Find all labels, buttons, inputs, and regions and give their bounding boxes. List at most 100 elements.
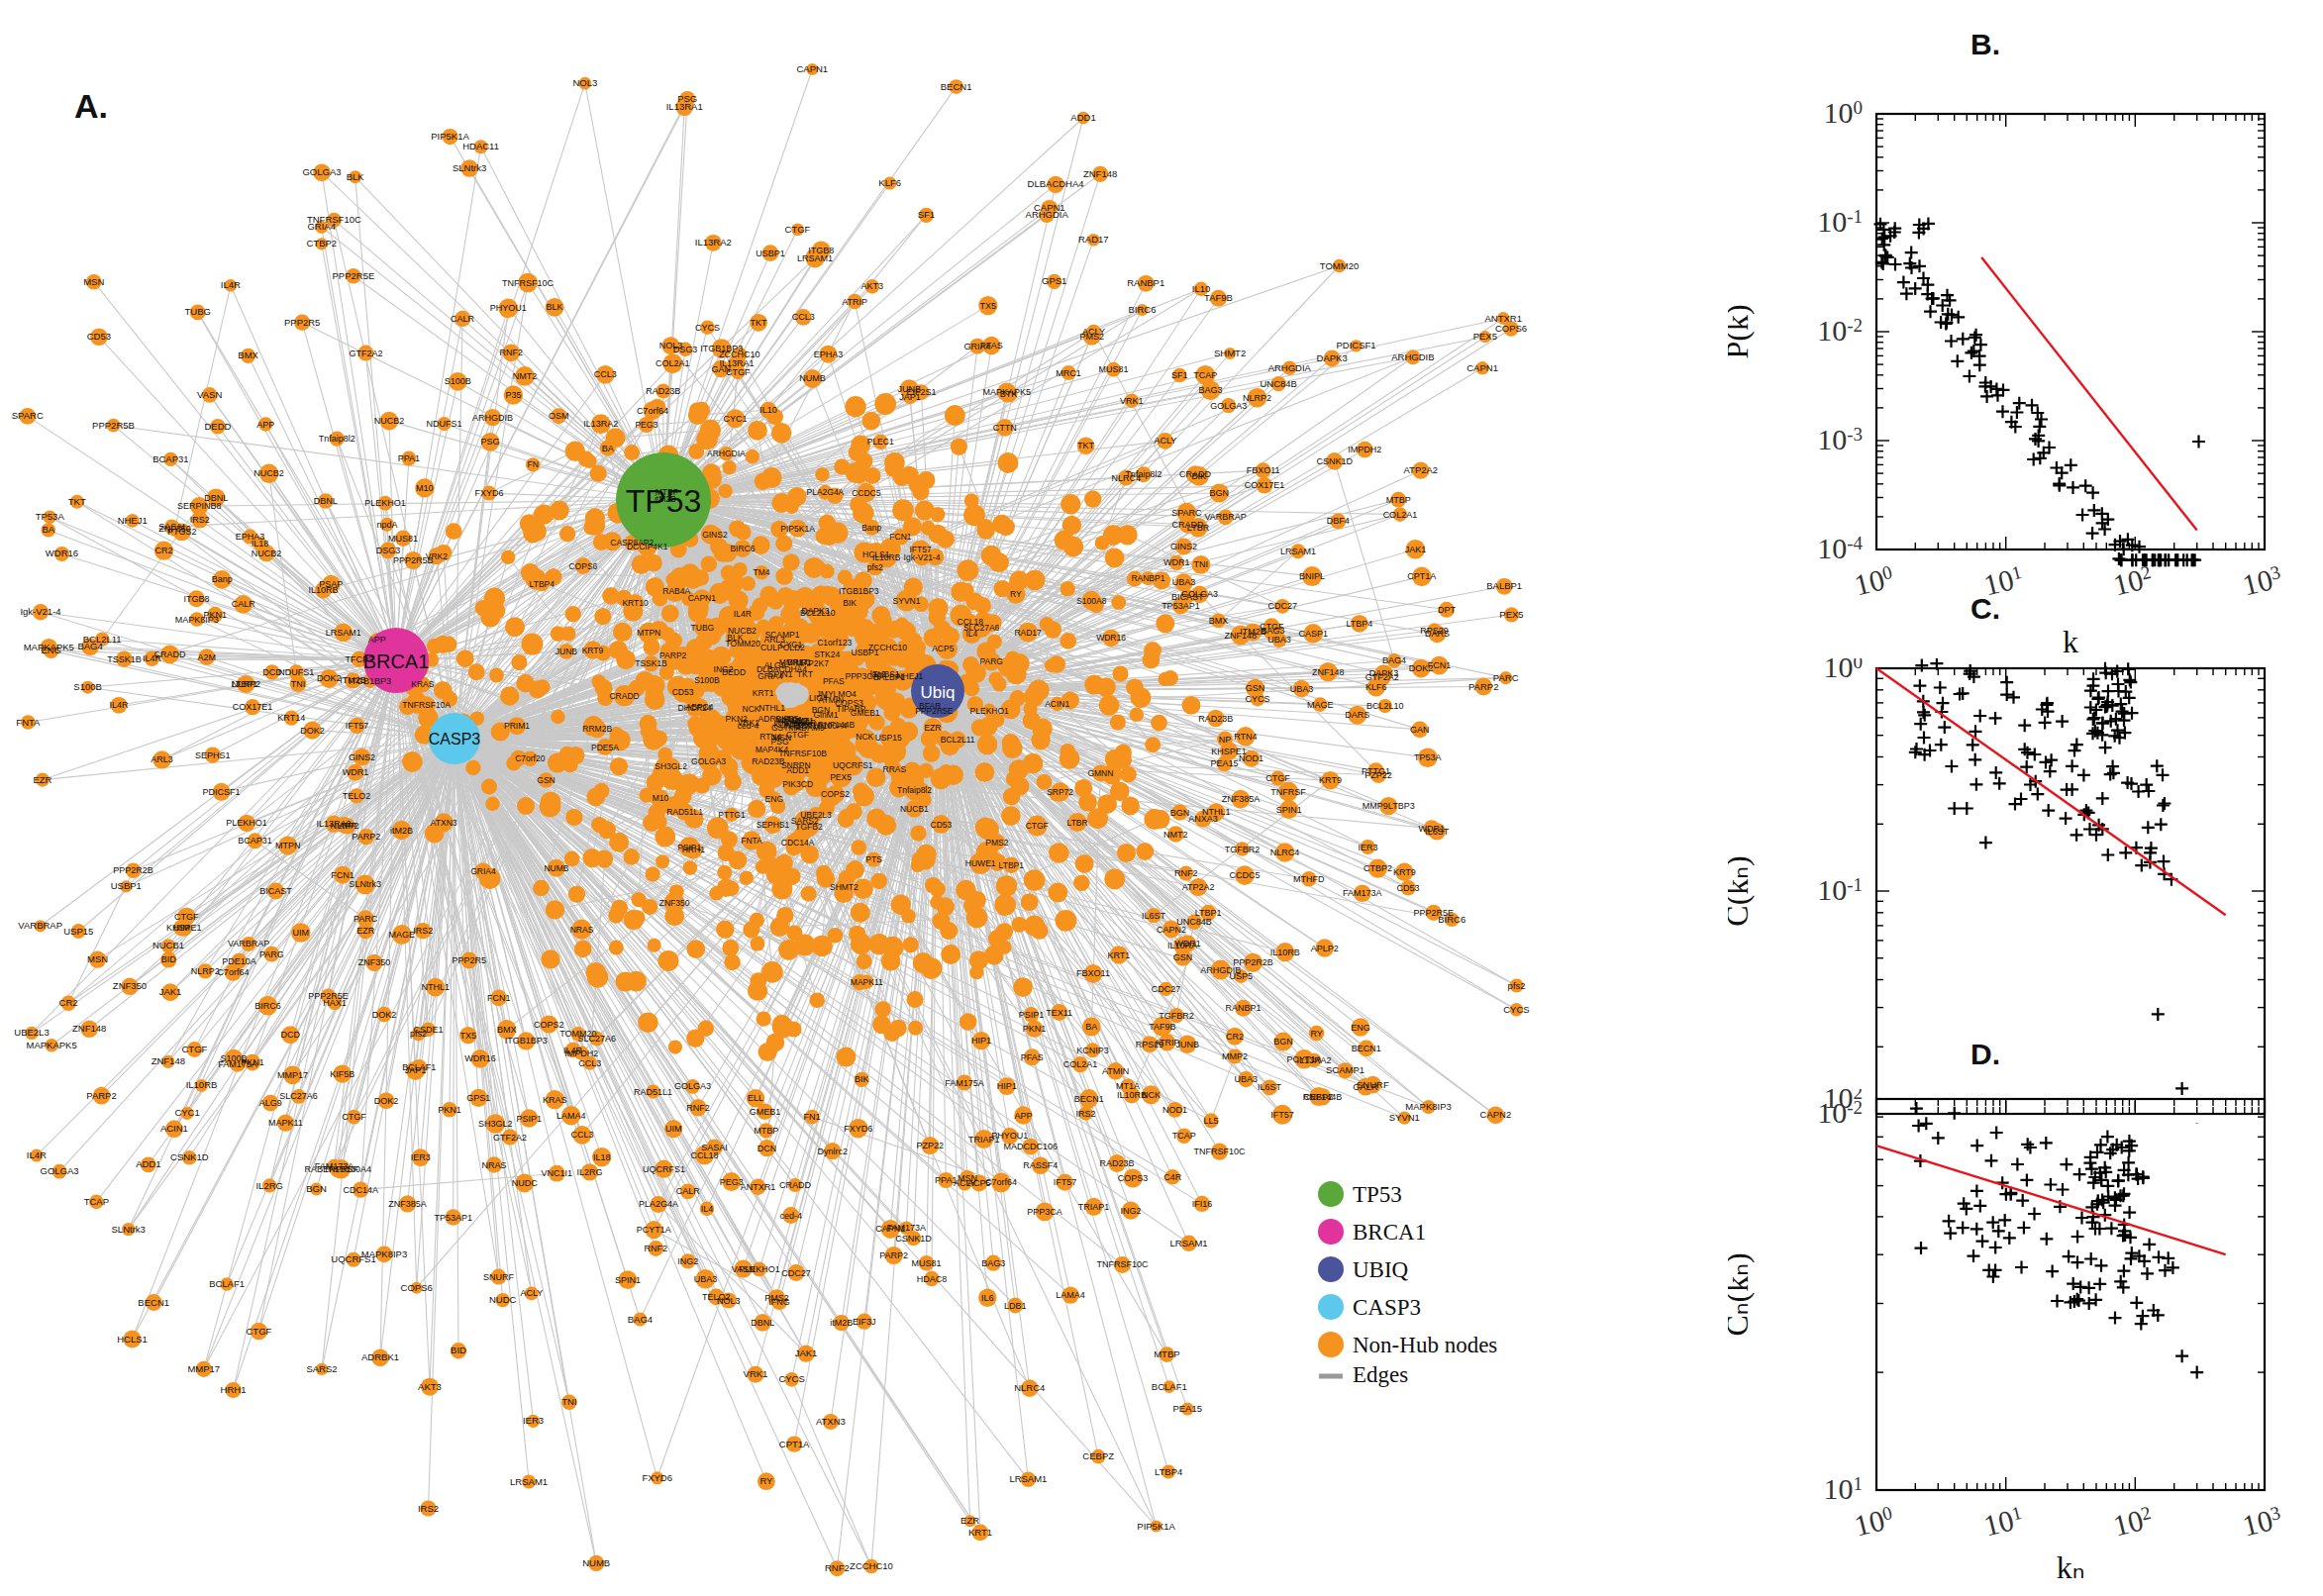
svg-text:BCL2L11: BCL2L11 — [941, 735, 975, 745]
svg-text:S100B: S100B — [73, 681, 102, 692]
svg-text:ZNF350: ZNF350 — [113, 980, 147, 991]
svg-text:LTBP4: LTBP4 — [530, 579, 556, 589]
svg-text:VASN: VASN — [197, 389, 222, 400]
svg-text:PDICSF1: PDICSF1 — [1336, 340, 1375, 350]
svg-text:FCN1: FCN1 — [487, 993, 511, 1003]
svg-text:BIK: BIK — [843, 598, 857, 608]
svg-text:BGN: BGN — [1170, 808, 1190, 818]
svg-text:SEPHS1: SEPHS1 — [757, 820, 790, 830]
svg-text:PLA2G4A: PLA2G4A — [806, 487, 844, 497]
svg-text:NLRC4: NLRC4 — [1014, 1382, 1045, 1393]
svg-text:BALBP1: BALBP1 — [1486, 580, 1522, 591]
svg-text:PPA1: PPA1 — [935, 1175, 957, 1185]
svg-text:SNURF: SNURF — [483, 1272, 515, 1282]
svg-text:RRAS: RRAS — [883, 764, 907, 774]
svg-text:PEA15: PEA15 — [1172, 1403, 1202, 1414]
svg-text:TELO2: TELO2 — [343, 791, 371, 801]
svg-text:BICAST: BICAST — [259, 886, 292, 896]
svg-text:PARC: PARC — [354, 914, 378, 924]
svg-text:TFCP2: TFCP2 — [346, 654, 374, 664]
svg-text:RPS29: RPS29 — [1136, 1040, 1164, 1049]
svg-text:EZR: EZR — [356, 926, 375, 936]
svg-text:IL2RG: IL2RG — [576, 1167, 602, 1177]
svg-text:BGN: BGN — [1210, 488, 1230, 498]
svg-text:CCDC5: CCDC5 — [852, 488, 881, 498]
svg-text:RY: RY — [1310, 1029, 1322, 1039]
svg-text:BECN1: BECN1 — [941, 81, 972, 92]
svg-text:ATP2A2: ATP2A2 — [1403, 464, 1438, 475]
svg-text:EZR: EZR — [924, 723, 941, 733]
svg-text:NMT2: NMT2 — [513, 371, 538, 381]
svg-text:ENG: ENG — [1351, 1023, 1370, 1033]
svg-text:DCD: DCD — [262, 667, 282, 677]
svg-text:TCAP: TCAP — [1193, 370, 1217, 380]
svg-text:UBA3: UBA3 — [1290, 684, 1314, 694]
svg-text:TCAP: TCAP — [84, 1196, 109, 1207]
svg-text:C7orf64: C7orf64 — [217, 967, 249, 977]
svg-text:CSNK1D: CSNK1D — [170, 1151, 209, 1162]
svg-text:TKT: TKT — [68, 496, 86, 507]
svg-text:S100B: S100B — [694, 675, 720, 685]
svg-text:CASP1: CASP1 — [1298, 629, 1328, 639]
svg-text:PFAS: PFAS — [980, 341, 1003, 350]
svg-text:NUMB: NUMB — [544, 863, 568, 873]
svg-text:LTBP1: LTBP1 — [1195, 908, 1222, 918]
svg-text:Ubiq: Ubiq — [921, 683, 956, 702]
svg-text:CYCS: CYCS — [695, 323, 720, 333]
svg-text:NUMB: NUMB — [799, 373, 826, 383]
svg-text:RAD23B: RAD23B — [1198, 714, 1233, 724]
svg-text:MAPK11: MAPK11 — [851, 977, 883, 987]
svg-text:102: 102 — [2110, 1501, 2156, 1543]
svg-text:GSN: GSN — [1246, 683, 1265, 693]
svg-text:Banp: Banp — [861, 523, 881, 533]
svg-text:HUWE1: HUWE1 — [965, 858, 996, 868]
svg-text:103: 103 — [2239, 1501, 2284, 1543]
svg-text:BGN: BGN — [812, 705, 830, 715]
svg-text:IL6ST: IL6ST — [1142, 911, 1166, 921]
svg-text:HCLS1: HCLS1 — [117, 1334, 148, 1345]
svg-text:BIRC6: BIRC6 — [730, 544, 755, 553]
svg-text:TKT: TKT — [797, 669, 813, 679]
svg-text:CALR: CALR — [1353, 1081, 1377, 1092]
svg-text:PARP2: PARP2 — [352, 832, 380, 842]
svg-text:ITGB8: ITGB8 — [808, 246, 834, 255]
svg-text:FAM173A: FAM173A — [887, 1223, 927, 1233]
svg-text:102: 102 — [2110, 560, 2156, 602]
svg-text:CSNK1D: CSNK1D — [1316, 456, 1353, 466]
svg-text:Edges: Edges — [1353, 1362, 1408, 1387]
svg-text:RANBP1: RANBP1 — [1127, 277, 1164, 288]
svg-text:CALR: CALR — [676, 1186, 701, 1196]
svg-text:BIRC6: BIRC6 — [1129, 304, 1157, 315]
svg-text:IFI16: IFI16 — [1192, 1199, 1213, 1209]
svg-text:NP: NP — [1219, 735, 1232, 745]
svg-text:IL10RB: IL10RB — [872, 552, 901, 562]
svg-text:KLF6: KLF6 — [878, 177, 901, 188]
svg-text:TGFBR2: TGFBR2 — [1225, 845, 1261, 854]
svg-text:SYVN1: SYVN1 — [1389, 1112, 1420, 1123]
svg-text:KRT14: KRT14 — [277, 713, 305, 723]
svg-text:CD53: CD53 — [1397, 883, 1420, 893]
svg-text:RABEP1S100A4: RABEP1S100A4 — [305, 1164, 372, 1174]
svg-text:IFT57: IFT57 — [1270, 1110, 1294, 1120]
svg-text:BMX: BMX — [238, 349, 258, 360]
svg-text:KRT10: KRT10 — [622, 598, 649, 608]
svg-text:CAPN1: CAPN1 — [1034, 202, 1065, 213]
svg-text:FBXO11: FBXO11 — [1076, 968, 1110, 978]
svg-text:USBP1: USBP1 — [756, 249, 785, 258]
svg-text:GTF2A2: GTF2A2 — [493, 1133, 527, 1143]
svg-text:PFAS: PFAS — [823, 676, 845, 686]
svg-text:NOL3: NOL3 — [659, 341, 683, 350]
svg-text:LRSAM1: LRSAM1 — [510, 1476, 548, 1487]
svg-text:AKT3: AKT3 — [861, 281, 884, 291]
svg-text:FN1: FN1 — [804, 1112, 821, 1122]
svg-text:MTBP: MTBP — [754, 1126, 778, 1136]
svg-text:SF1: SF1 — [918, 209, 935, 220]
svg-text:ADD1: ADD1 — [1070, 112, 1095, 123]
svg-text:KRT1: KRT1 — [1107, 950, 1130, 960]
svg-text:ABPC4: ABPC4 — [686, 702, 714, 712]
svg-text:COPS2: COPS2 — [821, 789, 850, 799]
svg-text:P(k): P(k) — [1728, 304, 1755, 358]
svg-text:CRADD: CRADD — [779, 1180, 812, 1190]
svg-text:LTBP4: LTBP4 — [1155, 1466, 1182, 1477]
svg-text:SLNtrk3: SLNtrk3 — [453, 162, 486, 173]
